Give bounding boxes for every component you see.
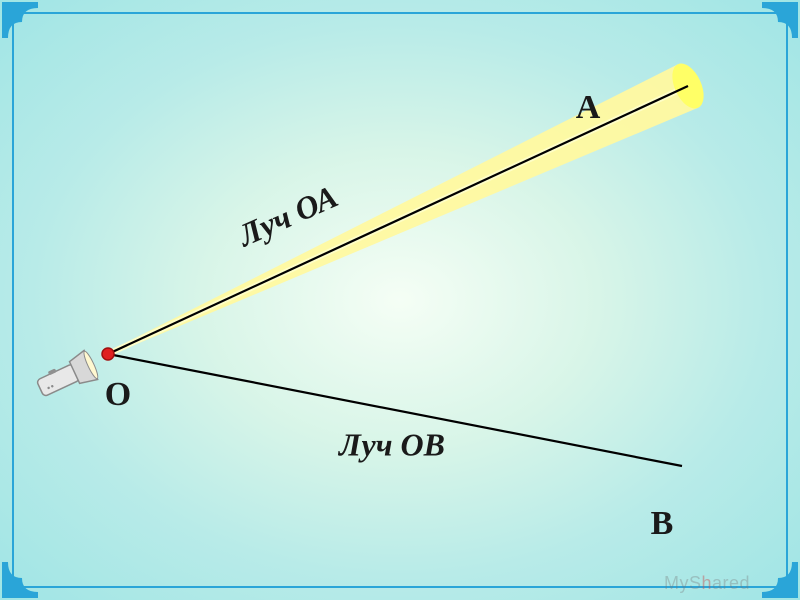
point-label-A: А bbox=[576, 89, 601, 127]
point-label-O: О bbox=[105, 376, 131, 414]
point-label-B: В bbox=[651, 505, 674, 543]
watermark-mid: h bbox=[701, 573, 712, 593]
ray-line-OA bbox=[108, 86, 688, 354]
watermark-post: ared bbox=[712, 573, 750, 593]
ray-diagram bbox=[0, 0, 800, 600]
ray-label-OB: Луч ОВ bbox=[339, 427, 445, 464]
origin-point bbox=[102, 348, 114, 360]
corner-ornament-br bbox=[762, 562, 798, 598]
corner-ornament-bl bbox=[2, 562, 38, 598]
corner-ornament-tr bbox=[762, 2, 798, 38]
watermark-pre: MyS bbox=[664, 573, 702, 593]
light-beam bbox=[107, 59, 710, 356]
flashlight-icon bbox=[33, 349, 100, 403]
watermark: MyShared bbox=[664, 573, 750, 594]
corner-ornament-tl bbox=[2, 2, 38, 38]
